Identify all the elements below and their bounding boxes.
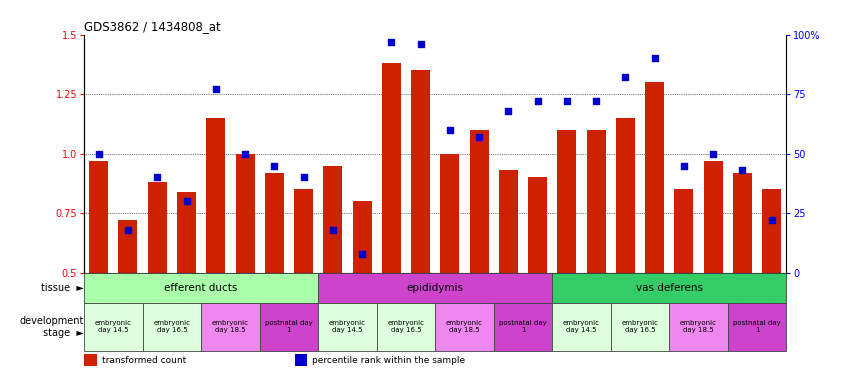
Bar (148, 182, 167, 384)
Text: embryonic
day 14.5: embryonic day 14.5 (95, 320, 132, 333)
Point (590, 98, 603, 104)
Text: embryonic
day 18.5: embryonic day 18.5 (212, 320, 249, 333)
Text: development
stage  ►: development stage ► (19, 316, 84, 338)
Text: efferent ducts: efferent ducts (165, 283, 238, 293)
Bar (119, 220, 137, 384)
Point (384, 39, 398, 45)
Bar (616, 118, 635, 384)
Bar (669, 303, 727, 351)
Bar (528, 177, 547, 384)
Bar (733, 173, 752, 384)
Point (560, 98, 574, 104)
Text: embryonic
day 16.5: embryonic day 16.5 (153, 320, 190, 333)
Bar (611, 303, 669, 351)
Point (121, 227, 135, 233)
Bar (762, 189, 781, 384)
Bar (294, 189, 313, 384)
Bar (674, 189, 694, 384)
Point (443, 127, 457, 133)
Text: embryonic
day 18.5: embryonic day 18.5 (446, 320, 483, 333)
Bar (235, 154, 255, 384)
Point (326, 227, 340, 233)
Bar (553, 273, 786, 303)
Bar (323, 166, 342, 384)
Text: postnatal day
1: postnatal day 1 (733, 320, 781, 333)
Text: percentile rank within the sample: percentile rank within the sample (312, 356, 465, 365)
Text: tissue  ►: tissue ► (41, 283, 84, 293)
Point (706, 151, 720, 157)
Bar (265, 173, 283, 384)
Bar (201, 303, 260, 351)
Point (531, 98, 544, 104)
Bar (294, 354, 308, 366)
Point (677, 162, 690, 169)
Bar (352, 201, 372, 384)
Bar (377, 303, 436, 351)
Point (473, 134, 486, 140)
Bar (469, 130, 489, 384)
Bar (89, 161, 108, 384)
Point (648, 55, 661, 61)
Bar (704, 161, 722, 384)
Bar (382, 63, 401, 384)
Bar (143, 303, 201, 351)
Point (619, 74, 632, 81)
Point (736, 167, 749, 173)
Text: embryonic
day 14.5: embryonic day 14.5 (329, 320, 366, 333)
Point (92, 151, 105, 157)
Text: vas deferens: vas deferens (636, 283, 703, 293)
Text: postnatal day
1: postnatal day 1 (265, 320, 313, 333)
Bar (260, 303, 318, 351)
Bar (177, 192, 196, 384)
Point (209, 86, 223, 93)
Bar (558, 130, 576, 384)
Bar (727, 303, 786, 351)
Bar (645, 82, 664, 384)
Point (151, 174, 164, 180)
Text: embryonic
day 16.5: embryonic day 16.5 (621, 320, 659, 333)
Text: embryonic
day 18.5: embryonic day 18.5 (680, 320, 717, 333)
Bar (318, 273, 553, 303)
Bar (84, 303, 143, 351)
Point (765, 217, 779, 223)
Point (356, 250, 369, 257)
Text: postnatal day
1: postnatal day 1 (499, 320, 547, 333)
Text: GDS3862 / 1434808_at: GDS3862 / 1434808_at (84, 20, 221, 33)
Point (414, 41, 427, 47)
Bar (441, 154, 459, 384)
Bar (84, 354, 97, 366)
Bar (499, 170, 518, 384)
Bar (553, 303, 611, 351)
Point (501, 108, 515, 114)
Bar (587, 130, 606, 384)
Bar (206, 118, 225, 384)
Point (297, 174, 310, 180)
Text: transformed count: transformed count (102, 356, 186, 365)
Bar (411, 70, 430, 384)
Point (238, 151, 251, 157)
Bar (494, 303, 553, 351)
Text: epididymis: epididymis (407, 283, 463, 293)
Point (267, 162, 281, 169)
Bar (436, 303, 494, 351)
Bar (318, 303, 377, 351)
Point (180, 198, 193, 204)
Bar (84, 273, 318, 303)
Text: embryonic
day 14.5: embryonic day 14.5 (563, 320, 600, 333)
Text: embryonic
day 16.5: embryonic day 16.5 (388, 320, 425, 333)
